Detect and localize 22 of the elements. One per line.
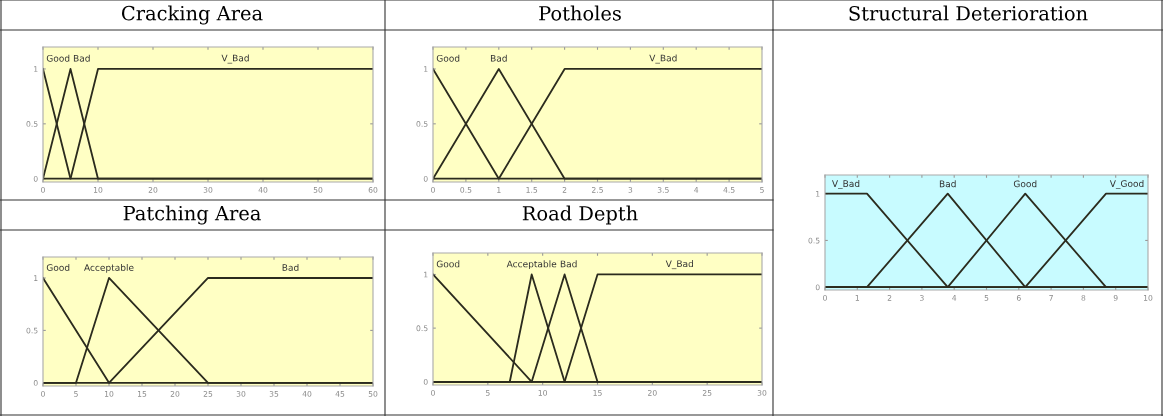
chart-title: Road Depth (522, 205, 638, 225)
series-label: V_Bad (221, 54, 249, 64)
series-label: Good (436, 260, 460, 268)
chart-title: Cracking Area (121, 5, 263, 25)
series-label: V_Bad (649, 54, 677, 64)
series-label: Acceptable (506, 260, 557, 270)
series-label: Good (436, 54, 460, 62)
series-label: Bad (490, 54, 507, 62)
series-label: V_Good (1109, 180, 1144, 190)
series-label: Bad (939, 180, 956, 188)
series-label: V_Bad (831, 180, 860, 190)
series-label: Bad (560, 260, 577, 268)
series-label: Good (46, 54, 70, 62)
chart-title: Patching Area (123, 205, 261, 225)
series-label: Good (1013, 180, 1037, 188)
chart-title: Structural Deterioration (849, 5, 1088, 21)
series-label: Bad (282, 263, 299, 271)
series-label: Acceptable (84, 263, 134, 273)
series-label: Good (46, 263, 70, 271)
series-label: Bad (73, 54, 90, 62)
series-label: V_Bad (665, 260, 693, 270)
chart-title: Potholes (539, 5, 621, 21)
